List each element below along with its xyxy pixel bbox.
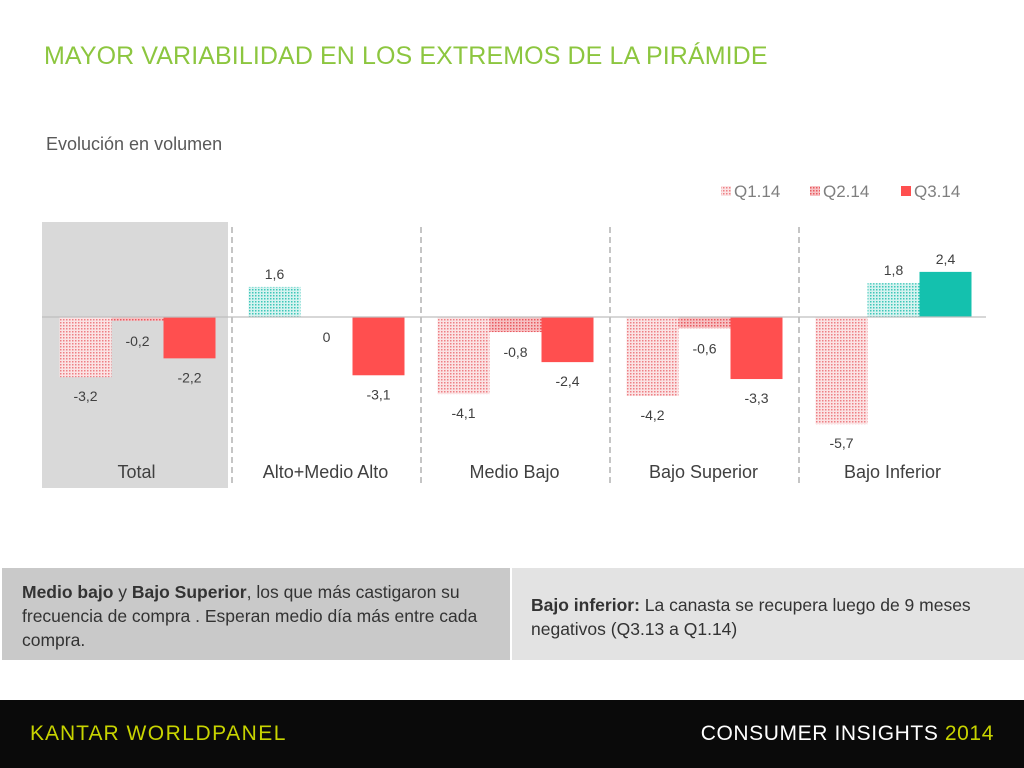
- legend-swatch-q1-14: [721, 186, 731, 196]
- insight-text-left: Medio bajo y Bajo Superior, los que más …: [22, 580, 502, 652]
- bar-total-q3-14: [163, 317, 216, 359]
- bar-medio-bajo-q1-14: [437, 317, 490, 395]
- insight-left-highlight-2: Bajo Superior: [131, 582, 247, 602]
- bar-bajo-inferior-q1-14: [815, 317, 868, 425]
- bar-total-q1-14: [59, 317, 112, 378]
- insight-text-right: Bajo inferior: La canasta se recupera lu…: [531, 593, 1001, 641]
- data-label-bajo-superior-q3-14: -3,3: [744, 390, 768, 406]
- data-label-bajo-inferior-q3-14: 2,4: [936, 251, 956, 267]
- category-label-alto-medio-alto: Alto+Medio Alto: [263, 462, 389, 482]
- bar-bajo-superior-q3-14: [730, 317, 783, 380]
- bar-bajo-inferior-q3-14: [919, 271, 972, 317]
- bar-alto-medio-alto-q3-14: [352, 317, 405, 376]
- insight-left-highlight-1: Medio bajo: [22, 582, 114, 602]
- data-label-alto-medio-alto-q1-14: 1,6: [265, 266, 285, 282]
- bar-bajo-inferior-q2-14: [867, 283, 920, 317]
- data-label-total-q2-14: -0,2: [125, 333, 149, 349]
- chart-subtitle: Evolución en volumen: [46, 134, 223, 154]
- footer-tagline: CONSUMER INSIGHTS 2014: [701, 722, 994, 746]
- legend-label-q2-14: Q2.14: [823, 182, 869, 201]
- footer-year: 2014: [944, 722, 994, 745]
- footer-bar: KANTAR WORLDPANEL CONSUMER INSIGHTS 2014: [0, 700, 1024, 768]
- legend-swatch-q2-14: [810, 186, 820, 196]
- data-label-alto-medio-alto-q3-14: -3,1: [366, 386, 390, 402]
- insight-box-right: Bajo inferior: La canasta se recupera lu…: [512, 568, 1024, 660]
- category-label-total: Total: [117, 462, 155, 482]
- brand-logo-part1: KANTAR: [30, 722, 120, 745]
- insight-right-highlight: Bajo inferior:: [531, 595, 640, 615]
- insight-box-left: Medio bajo y Bajo Superior, los que más …: [2, 568, 510, 660]
- data-label-bajo-inferior-q1-14: -5,7: [829, 435, 853, 451]
- data-label-medio-bajo-q3-14: -2,4: [555, 373, 579, 389]
- insight-right-body: La canasta se recupera luego de 9 meses …: [531, 595, 971, 639]
- insight-left-join: y: [113, 582, 132, 602]
- data-label-medio-bajo-q1-14: -4,1: [451, 405, 475, 421]
- bar-medio-bajo-q3-14: [541, 317, 594, 363]
- legend-swatch-q3-14: [901, 186, 911, 196]
- bar-bajo-superior-q2-14: [678, 317, 731, 329]
- insight-left-body: , los que más castigaron su frecuencia d…: [22, 582, 478, 650]
- data-label-alto-medio-alto-q2-14: 0: [323, 329, 331, 345]
- page-title: MAYOR VARIABILIDAD EN LOS EXTREMOS DE LA…: [44, 42, 768, 70]
- brand-logo: KANTAR WORLDPANEL: [30, 722, 287, 746]
- legend-label-q3-14: Q3.14: [914, 182, 960, 201]
- bar-bajo-superior-q1-14: [626, 317, 679, 396]
- legend-label-q1-14: Q1.14: [734, 182, 780, 201]
- data-label-medio-bajo-q2-14: -0,8: [503, 344, 527, 360]
- bar-medio-bajo-q2-14: [489, 317, 542, 333]
- category-label-bajo-inferior: Bajo Inferior: [844, 462, 941, 482]
- data-label-bajo-superior-q2-14: -0,6: [692, 340, 716, 356]
- data-label-bajo-inferior-q2-14: 1,8: [884, 262, 904, 278]
- data-label-total-q3-14: -2,2: [177, 369, 201, 385]
- footer-tagline-text: CONSUMER INSIGHTS: [700, 722, 939, 745]
- data-label-bajo-superior-q1-14: -4,2: [640, 407, 664, 423]
- bar-total-q2-14: [111, 317, 164, 321]
- bar-alto-medio-alto-q1-14: [248, 286, 301, 317]
- volume-evolution-chart: Q1.14 Q2.14 Q3.14 -3,2 -0,2 -2,2 1,6 0 -3,1 -4,1…: [42, 182, 986, 488]
- category-label-medio-bajo: Medio Bajo: [469, 462, 559, 482]
- brand-logo-part2: WORLDPANEL: [126, 722, 287, 745]
- data-label-total-q1-14: -3,2: [73, 388, 97, 404]
- category-label-bajo-superior: Bajo Superior: [649, 462, 758, 482]
